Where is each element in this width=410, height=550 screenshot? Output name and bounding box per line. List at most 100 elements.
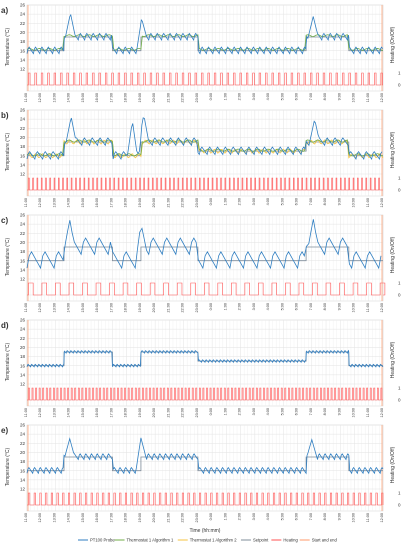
x-tick-label: 5:00 (280, 93, 284, 100)
y-tick-label: 20 (20, 345, 26, 350)
x-tick-label: 19:00 (138, 303, 142, 313)
x-tick-label: 14:00 (67, 303, 71, 313)
y-tick-label: 26 (20, 108, 26, 113)
y-tick-label: 12 (20, 382, 26, 387)
legend-label: Thermostat 1 Algorithm 1 (127, 538, 174, 543)
y2-tick-label: 1 (398, 491, 401, 496)
x-tick-label: 12:00 (380, 93, 384, 103)
y2-axis-label: Heating (On/Off) (390, 341, 396, 378)
y-tick-label: 22 (20, 441, 26, 446)
x-tick-label: 1:00 (223, 198, 227, 205)
y-tick-label: 12 (20, 67, 26, 72)
x-tick-label: 2:00 (238, 93, 242, 100)
x-tick-label: 16:00 (95, 198, 99, 208)
x-tick-label: 16:00 (95, 303, 99, 313)
x-tick-label: 8:00 (323, 198, 327, 205)
y-tick-label: 24 (20, 327, 26, 332)
panel-label: c) (1, 216, 8, 225)
x-tick-label: 0:00 (209, 513, 213, 520)
x-tick-label: 19:00 (138, 198, 142, 208)
x-tick-label: 7:00 (309, 93, 313, 100)
x-tick-label: 7:00 (309, 408, 313, 415)
y-tick-label: 14 (20, 372, 26, 377)
x-tick-label: 3:00 (252, 303, 256, 310)
x-tick-label: 13:00 (52, 93, 56, 103)
y2-tick-label: 0 (398, 188, 401, 193)
x-tick-label: 17:00 (109, 198, 113, 208)
x-tick-label: 19:00 (138, 408, 142, 418)
y-tick-label: 18 (20, 249, 26, 254)
x-tick-label: 16:00 (95, 513, 99, 523)
x-tick-label: 9:00 (337, 513, 341, 520)
x-tick-label: 23:00 (195, 513, 199, 523)
y-tick-label: 18 (20, 39, 26, 44)
x-tick-label: 15:00 (81, 198, 85, 208)
x-tick-label: 10:00 (352, 408, 356, 418)
x-tick-label: 5:00 (280, 408, 284, 415)
heating-line (27, 282, 386, 296)
alg2-line (26, 139, 384, 159)
heating-line (27, 492, 384, 506)
legend: PT100 Probe Thermostat 1 Algorithm 1 Therm… (78, 538, 338, 543)
x-tick-label: 22:00 (181, 513, 185, 523)
x-tick-label: 10:00 (352, 303, 356, 313)
x-tick-label: 12:00 (38, 513, 42, 523)
y-axis-label: Temperature (°C) (5, 237, 11, 276)
x-tick-label: 2:00 (238, 513, 242, 520)
x-tick-label: 13:00 (52, 513, 56, 523)
x-tick-label: 20:00 (152, 198, 156, 208)
heating-line (27, 72, 383, 86)
probe-line (26, 437, 384, 475)
x-tick-label: 9:00 (337, 93, 341, 100)
x-tick-label: 4:00 (266, 303, 270, 310)
y2-tick-label: 0 (398, 398, 401, 403)
y-tick-label: 24 (20, 432, 26, 437)
x-tick-label: 0:00 (209, 198, 213, 205)
y-tick-label: 16 (20, 258, 26, 263)
panel-3: 12 14 16 18 20 22 24 26 1 0 11:00 12:00 13:00 14:00 15… (1, 318, 401, 418)
x-tick-label: 12:00 (38, 303, 42, 313)
x-tick-label: 10:00 (352, 93, 356, 103)
y-tick-label: 22 (20, 231, 26, 236)
x-tick-label: 22:00 (181, 198, 185, 208)
x-tick-label: 12:00 (380, 198, 384, 208)
x-tick-label: 9:00 (337, 303, 341, 310)
x-axis-title: Time (hh:mm) (190, 528, 221, 534)
x-tick-label: 6:00 (295, 408, 299, 415)
x-tick-label: 12:00 (38, 408, 42, 418)
y-tick-label: 18 (20, 144, 26, 149)
x-tick-label: 15:00 (81, 513, 85, 523)
y-tick-label: 20 (20, 450, 26, 455)
x-tick-label: 4:00 (266, 513, 270, 520)
x-tick-label: 19:00 (138, 93, 142, 103)
x-tick-label: 21:00 (166, 408, 170, 418)
x-tick-label: 14:00 (67, 408, 71, 418)
y-tick-label: 24 (20, 117, 26, 122)
x-tick-label: 21:00 (166, 303, 170, 313)
y-tick-label: 26 (20, 318, 26, 323)
y-tick-label: 20 (20, 135, 26, 140)
x-tick-label: 21:00 (166, 513, 170, 523)
x-tick-label: 6:00 (295, 93, 299, 100)
x-tick-label: 19:00 (138, 513, 142, 523)
x-tick-label: 9:00 (337, 198, 341, 205)
x-tick-label: 1:00 (223, 93, 227, 100)
x-tick-label: 21:00 (166, 93, 170, 103)
x-tick-label: 0:00 (209, 408, 213, 415)
x-tick-label: 12:00 (38, 198, 42, 208)
x-tick-label: 13:00 (52, 303, 56, 313)
x-tick-label: 20:00 (152, 408, 156, 418)
x-tick-label: 23:00 (195, 303, 199, 313)
y-tick-label: 16 (20, 468, 26, 473)
y-tick-label: 22 (20, 126, 26, 131)
x-tick-label: 17:00 (109, 408, 113, 418)
y2-axis-label: Heating (On/Off) (390, 26, 396, 63)
y-axis-label: Temperature (°C) (5, 132, 11, 171)
x-tick-label: 8:00 (323, 303, 327, 310)
y-tick-label: 20 (20, 240, 26, 245)
probe-line (26, 349, 384, 368)
y-tick-label: 12 (20, 172, 26, 177)
y-axis-label: Temperature (°C) (5, 342, 11, 381)
y2-axis-label: Heating (On/Off) (390, 236, 396, 273)
x-tick-label: 12:00 (380, 303, 384, 313)
